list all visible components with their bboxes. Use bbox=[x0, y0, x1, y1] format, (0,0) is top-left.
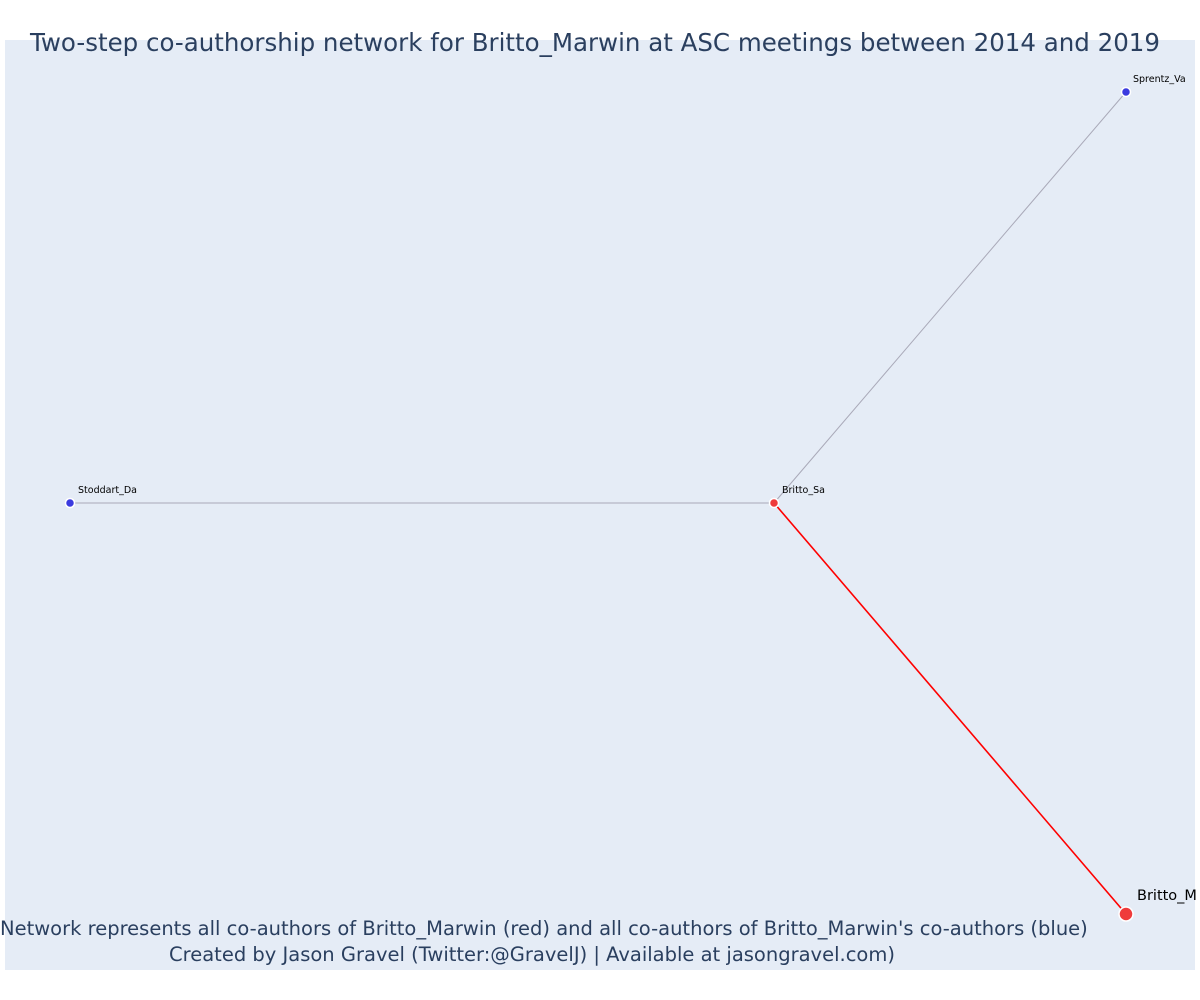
caption-line-1: Network represents all co-authors of Bri… bbox=[0, 917, 1088, 940]
node-label-Stoddart_Da: Stoddart_Da bbox=[78, 485, 137, 496]
node-label-Sprentz_Va: Sprentz_Va bbox=[1133, 74, 1186, 85]
plot-area bbox=[5, 40, 1195, 970]
nodes-layer bbox=[64, 86, 1134, 922]
edge-Britto_M-Britto_Sa bbox=[773, 502, 1127, 915]
node-label-Britto_M: Britto_M bbox=[1137, 888, 1197, 904]
chart-title: Two-step co-authorship network for Britt… bbox=[29, 28, 1160, 57]
node-Stoddart_Da[interactable] bbox=[64, 497, 76, 509]
edge-Britto_Sa-Sprentz_Va bbox=[773, 91, 1127, 504]
node-Britto_Sa[interactable] bbox=[768, 497, 780, 509]
edges-layer bbox=[70, 91, 1127, 915]
caption-line-2: Created by Jason Gravel (Twitter:@Gravel… bbox=[169, 943, 895, 966]
labels-layer: Britto_M Britto_Sa Sprentz_Va Stoddart_Da bbox=[78, 74, 1197, 904]
node-Britto_M[interactable] bbox=[1118, 906, 1134, 922]
node-label-Britto_Sa: Britto_Sa bbox=[782, 485, 825, 496]
node-Sprentz_Va[interactable] bbox=[1120, 86, 1132, 98]
